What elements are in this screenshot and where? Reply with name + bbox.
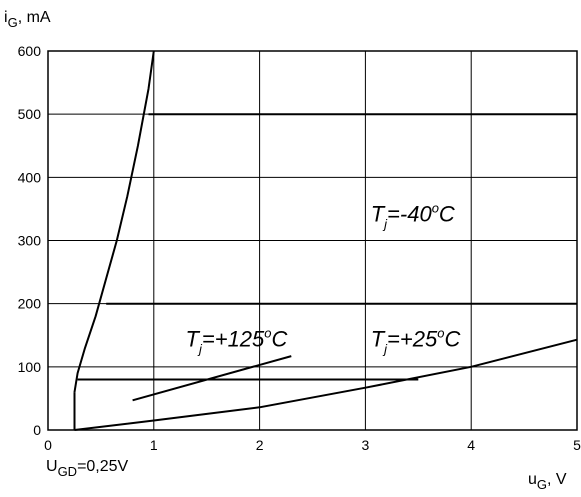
annotations: Tj=-40oC Tj=+125oC Tj=+25oC [186,201,461,357]
grid [48,51,577,430]
plot-border [47,50,578,431]
y-tick-label: 500 [18,106,42,122]
x-tick-label: 5 [573,437,581,453]
y-tick-label: 0 [33,422,41,438]
x-tick-label: 3 [362,437,370,453]
y-tick-label: 100 [18,359,42,375]
x-tick-label: 2 [256,437,264,453]
series-line-2 [74,338,578,431]
axis-labels: iG, mA uG, V UGD=0,25V [4,9,567,492]
temperature-label-1: Tj=+125oC [186,326,288,357]
series-layer [73,50,578,431]
y-tick-label: 600 [18,43,42,59]
tick-labels: 0 100 200 300 400 500 600 0 1 2 3 4 5 [18,43,581,453]
temperature-label-0: Tj=-40oC [371,201,455,232]
x-tick-label: 4 [467,437,475,453]
y-tick-label: 300 [18,233,42,249]
x-axis-label: uG, V [528,471,567,492]
gate-threshold-note: UGD=0,25V [46,458,129,479]
y-axis-label: iG, mA [4,9,51,30]
x-tick-label: 1 [150,437,158,453]
y-tick-label: 200 [18,296,42,312]
y-tick-label: 400 [18,169,42,185]
series-line-6 [132,355,292,402]
temperature-label-2: Tj=+25oC [371,326,461,357]
x-tick-label: 0 [44,437,52,453]
series-line-0 [73,50,155,393]
plot-frame [47,50,578,431]
